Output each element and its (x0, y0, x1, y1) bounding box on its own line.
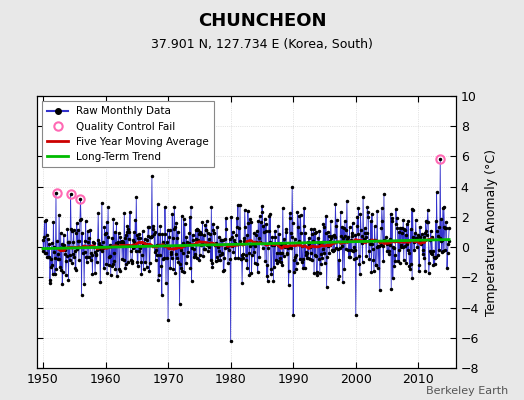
Text: 37.901 N, 127.734 E (Korea, South): 37.901 N, 127.734 E (Korea, South) (151, 38, 373, 51)
Legend: Raw Monthly Data, Quality Control Fail, Five Year Moving Average, Long-Term Tren: Raw Monthly Data, Quality Control Fail, … (42, 101, 214, 167)
Y-axis label: Temperature Anomaly (°C): Temperature Anomaly (°C) (485, 148, 498, 316)
Text: Berkeley Earth: Berkeley Earth (426, 386, 508, 396)
Text: CHUNCHEON: CHUNCHEON (198, 12, 326, 30)
